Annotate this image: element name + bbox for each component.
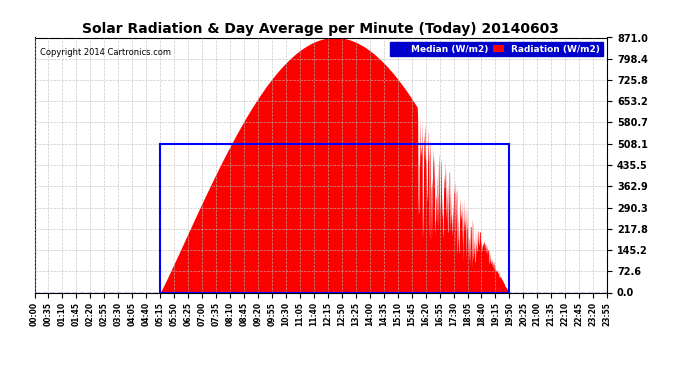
Bar [160,144,509,292]
Text: Copyright 2014 Cartronics.com: Copyright 2014 Cartronics.com [40,48,171,57]
Title: Solar Radiation & Day Average per Minute (Today) 20140603: Solar Radiation & Day Average per Minute… [82,22,560,36]
Legend: Median (W/m2), Radiation (W/m2): Median (W/m2), Radiation (W/m2) [391,42,602,56]
